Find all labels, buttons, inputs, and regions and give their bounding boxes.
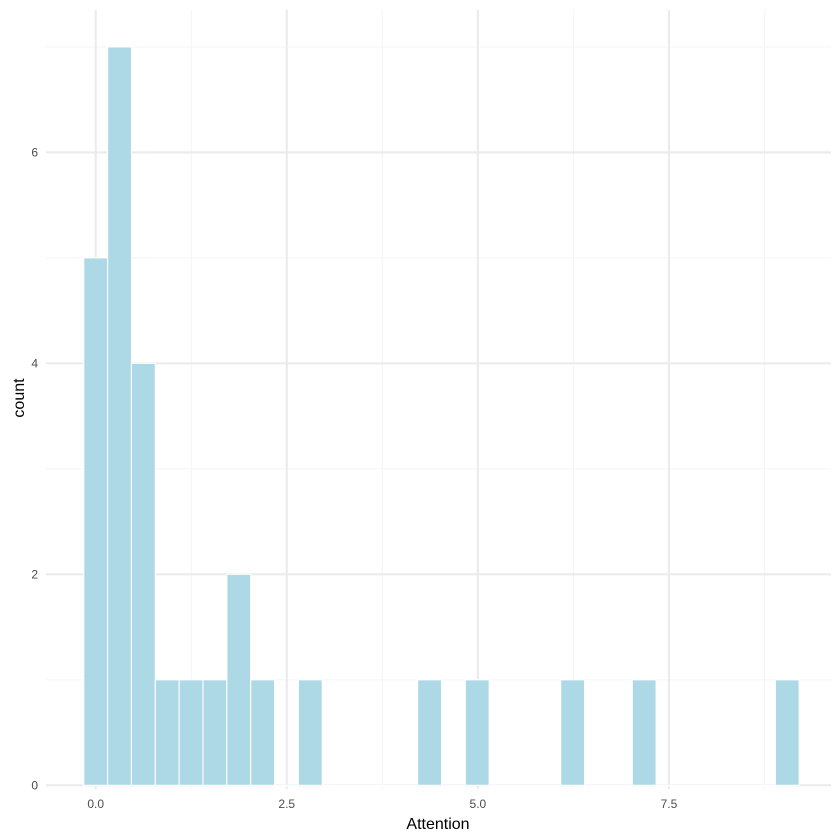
y-axis-title: count <box>11 378 28 418</box>
x-tick-label: 0.0 <box>87 797 104 811</box>
histogram-bar <box>226 573 252 786</box>
histogram-bar <box>631 679 657 786</box>
histogram-bar <box>178 679 204 786</box>
histogram-bar <box>464 679 490 786</box>
histogram-bar <box>679 784 705 787</box>
histogram-bar <box>512 784 538 787</box>
histogram-bar <box>393 784 419 787</box>
histogram-bar <box>607 784 633 787</box>
histogram-bar <box>130 362 156 786</box>
y-tick-label: 0 <box>31 778 38 792</box>
histogram-bar <box>273 784 299 787</box>
histogram-bar <box>488 784 514 787</box>
x-tick-label: 7.5 <box>661 797 678 811</box>
histogram-bar <box>202 679 228 786</box>
x-tick-label: 2.5 <box>278 797 295 811</box>
histogram-bar <box>417 679 443 786</box>
histogram-bar <box>440 784 466 787</box>
histogram-bar <box>727 784 753 787</box>
histogram-bars <box>83 46 800 787</box>
y-tick-label: 4 <box>31 356 38 370</box>
histogram-bar <box>154 679 180 786</box>
x-tick-label: 5.0 <box>470 797 487 811</box>
histogram-bar <box>345 784 371 787</box>
histogram-bar <box>107 46 133 786</box>
histogram-bar <box>321 784 347 787</box>
x-axis-title: Attention <box>406 816 469 833</box>
histogram-bar <box>83 257 109 786</box>
major-gridlines <box>46 10 831 789</box>
histogram-bar <box>297 679 323 786</box>
histogram-bar <box>703 784 729 787</box>
y-axis-tick-labels: 0 2 4 6 <box>31 145 38 792</box>
histogram-bar <box>536 784 562 787</box>
histogram-bar <box>584 784 609 787</box>
histogram-bar <box>250 679 276 786</box>
minor-gridlines <box>46 10 831 789</box>
y-tick-label: 6 <box>31 145 38 159</box>
histogram-bar <box>560 679 586 786</box>
x-axis-tick-labels: 0.0 2.5 5.0 7.5 <box>87 797 677 811</box>
histogram-bar <box>369 784 395 787</box>
y-tick-label: 2 <box>31 567 38 581</box>
histogram-bar <box>774 679 800 786</box>
histogram-bar <box>750 784 776 787</box>
histogram-bar <box>655 784 681 787</box>
